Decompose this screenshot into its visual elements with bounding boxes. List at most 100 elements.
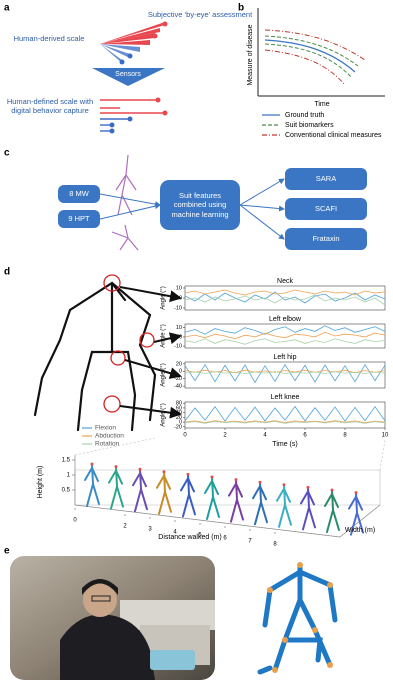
scale-label: Human-defined scale with digital behavio… — [6, 97, 94, 115]
angle-line — [184, 294, 386, 306]
walker-joint — [210, 475, 214, 479]
red-line — [100, 28, 160, 44]
walker — [132, 468, 148, 513]
x-axis-label: Time — [314, 101, 329, 108]
walker — [180, 473, 196, 518]
walker-joint — [306, 485, 310, 489]
plot-title: Left elbow — [269, 316, 302, 323]
input-box: 8 MW — [58, 185, 100, 203]
y-tick-label: 20 — [176, 415, 182, 421]
x-tick-label: 4 — [173, 530, 177, 536]
dot — [155, 97, 161, 103]
joint-circles — [103, 274, 155, 413]
x-axis-label: Distance walked (m) — [158, 534, 221, 541]
x-tick-label: 3 — [148, 527, 152, 533]
suit-curve — [264, 35, 359, 67]
dot — [162, 110, 168, 116]
y-tick-label: 80 — [176, 401, 182, 407]
blue-line — [100, 44, 140, 52]
legend-label: Abduction — [95, 433, 124, 440]
clinical-curve — [264, 49, 346, 86]
sensor-label: Sensors — [115, 71, 141, 78]
red-line — [100, 33, 155, 44]
walker — [84, 463, 100, 507]
x-tick-label: 7 — [248, 539, 252, 545]
y-tick-label: -20 — [174, 376, 182, 382]
y-tick-label: -10 — [174, 344, 182, 350]
walker — [300, 486, 316, 531]
legend-label: Suit biomarkers — [285, 122, 334, 129]
walker — [108, 465, 124, 510]
y-axis-label: Angle (°) — [161, 324, 167, 347]
z-tick-label: 1 — [67, 473, 71, 479]
connectors — [99, 178, 285, 240]
walker-joint — [234, 478, 238, 482]
legend-label: Ground truth — [285, 112, 324, 119]
plot-title: Neck — [277, 278, 293, 285]
y-axis-label: Angle (°) — [161, 286, 167, 309]
legend-label: Conventional clinical measures — [285, 132, 382, 139]
y-tick-label: 0 — [179, 369, 182, 375]
walker-joint — [138, 467, 142, 471]
y-axis-label: Height (m) — [37, 466, 44, 499]
walker — [348, 491, 364, 536]
blue-line — [100, 44, 130, 58]
y-axis-label: Angle (°) — [161, 403, 167, 426]
plot-title: Left hip — [274, 354, 297, 361]
panel-label: e — [4, 546, 10, 557]
walker-joint — [330, 488, 334, 492]
panel-label: a — [4, 3, 10, 14]
avatar-skeleton — [257, 562, 338, 675]
y-tick-label: 0 — [179, 295, 182, 301]
legend: Ground truth Suit biomarkers Conventional … — [262, 112, 382, 139]
y-tick-label: -10 — [174, 305, 182, 311]
y-tick-label: 0 — [179, 334, 182, 340]
angle-line — [184, 420, 386, 424]
output-box: Frataxin — [285, 228, 367, 250]
walker-joint — [354, 491, 358, 495]
angle-plots: Neck Angle (°) -10 0 10 Left elbow Angle (°) -1… — [161, 278, 389, 448]
x-tick-label: 8 — [343, 433, 347, 439]
angle-line — [184, 405, 386, 422]
x-tick-label: 2 — [223, 433, 227, 439]
x-tick-label: 0 — [183, 433, 187, 439]
panel-label: d — [4, 267, 10, 278]
x-axis-label: Time (s) — [272, 441, 297, 448]
plot-frame — [184, 401, 386, 429]
walker — [324, 489, 340, 533]
walker-joint — [90, 462, 94, 466]
dot — [109, 122, 115, 128]
skeleton — [33, 281, 157, 432]
angle-line — [184, 363, 386, 384]
y-tick-label: 0 — [179, 420, 182, 426]
panel-label: c — [4, 148, 10, 159]
walk-axes: Height (m) 0.5 1 1.5 0 2 3 4 5 6 7 8 Distance walked… — [37, 458, 375, 548]
angle-line — [184, 331, 386, 340]
angle-line — [184, 369, 386, 374]
x-tick-label: 8 — [273, 542, 277, 548]
walker — [276, 483, 292, 528]
capture-lines — [100, 97, 168, 134]
dot — [127, 53, 133, 59]
walker — [156, 470, 172, 515]
walker-joint — [114, 465, 118, 469]
plot-title: Left knee — [271, 394, 300, 401]
angle-line — [184, 289, 386, 296]
sensor-arrow — [92, 68, 165, 86]
x-tick-label: 10 — [382, 433, 389, 439]
x-tick-label: 2 — [123, 524, 127, 530]
red-line — [100, 40, 150, 45]
output-box: SARA — [285, 168, 367, 190]
joint-arrows — [119, 286, 182, 419]
fan-lines — [100, 21, 168, 65]
y-tick-label: 60 — [176, 405, 182, 411]
blue-line — [100, 44, 122, 63]
photo — [10, 556, 215, 680]
width-axis-label: Width (m) — [345, 527, 375, 534]
clinical-curve — [264, 29, 366, 61]
panel-label: b — [238, 3, 244, 14]
y-tick-label: -20 — [174, 424, 182, 430]
